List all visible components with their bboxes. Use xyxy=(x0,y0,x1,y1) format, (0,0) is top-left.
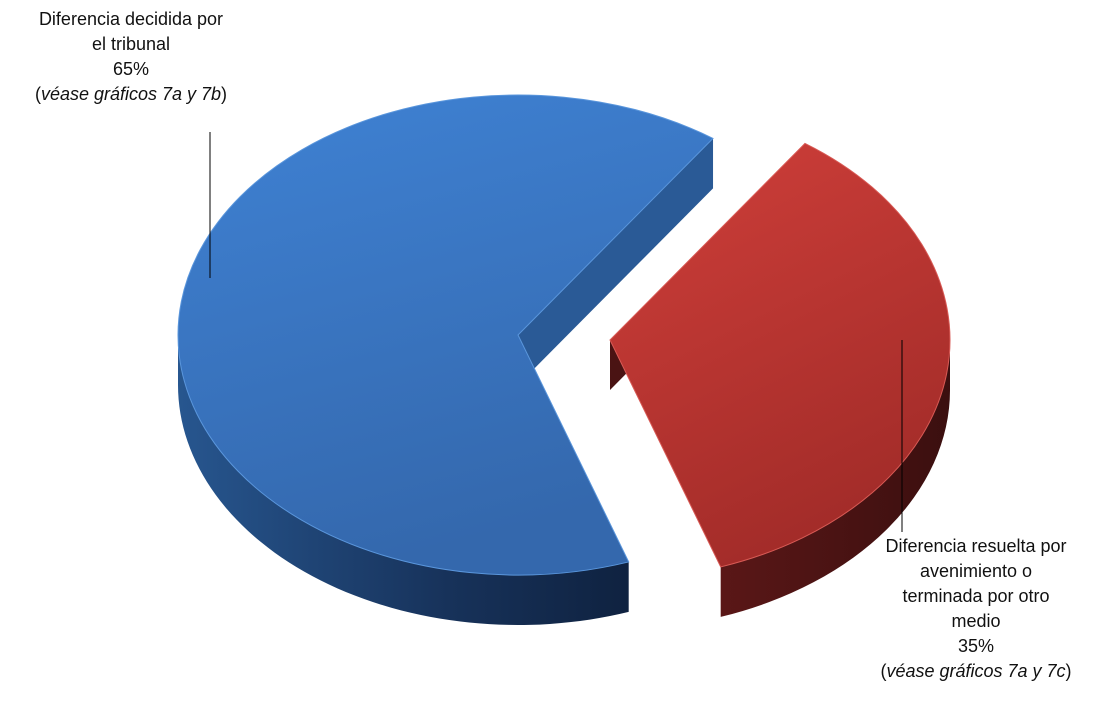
pie-slice xyxy=(609,142,951,617)
pie-slice-top xyxy=(609,142,951,568)
pie-slice-side xyxy=(178,335,629,626)
slice-label-decidida: Diferencia decidida por el tribunal 65% … xyxy=(0,7,262,107)
slice-value-label: 35% xyxy=(957,636,995,656)
pie-slice-top xyxy=(177,94,714,576)
slice-label-line: Diferencia decidida por xyxy=(38,9,224,29)
pie-slice xyxy=(177,94,714,626)
slice-label-line: Diferencia resuelta por xyxy=(885,536,1067,556)
slice-reference: (véase gráficos 7a y 7c) xyxy=(880,661,1072,681)
slice-label-line: avenimiento o xyxy=(919,561,1033,581)
slice-label-line: el tribunal xyxy=(91,34,171,54)
slice-label-resuelta: Diferencia resuelta por avenimiento o te… xyxy=(858,534,1094,684)
slice-label-line: terminada por otro xyxy=(902,586,1050,606)
pie-slice-side xyxy=(720,340,950,617)
pie-slice-cut xyxy=(518,138,714,385)
slice-value-label: 65% xyxy=(112,59,150,79)
slice-reference: (véase gráficos 7a y 7b) xyxy=(34,84,228,104)
slice-label-line: medio xyxy=(951,611,1001,631)
